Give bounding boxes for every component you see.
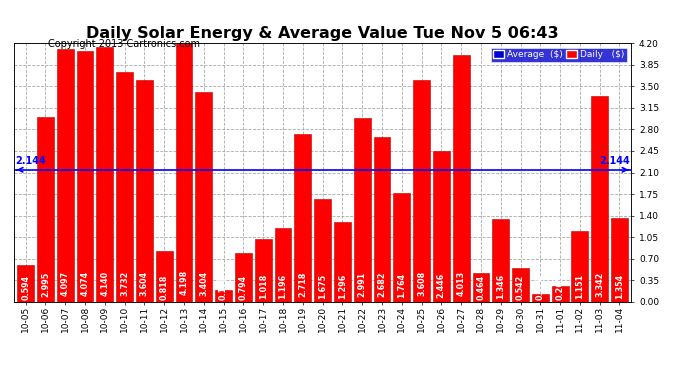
Bar <box>295 134 311 302</box>
Text: 2.718: 2.718 <box>298 272 307 297</box>
Legend: Average  ($), Daily   ($): Average ($), Daily ($) <box>491 48 627 62</box>
Text: 1.196: 1.196 <box>279 274 288 299</box>
Text: 3.604: 3.604 <box>140 271 149 296</box>
Text: Copyright 2013 Cartronics.com: Copyright 2013 Cartronics.com <box>48 39 200 50</box>
Text: 2.682: 2.682 <box>377 272 386 297</box>
Text: 4.097: 4.097 <box>61 270 70 296</box>
Text: 4.198: 4.198 <box>179 270 188 296</box>
Text: 0.818: 0.818 <box>159 274 169 300</box>
Text: 4.013: 4.013 <box>457 271 466 296</box>
Text: 2.446: 2.446 <box>437 272 446 298</box>
Bar <box>413 80 430 302</box>
Bar <box>17 265 34 302</box>
Bar <box>156 252 172 302</box>
Bar <box>453 55 469 302</box>
Text: 3.404: 3.404 <box>199 272 208 297</box>
Bar <box>552 285 569 302</box>
Bar <box>136 80 153 302</box>
Text: 0.190: 0.190 <box>219 275 228 300</box>
Bar <box>433 151 450 302</box>
Bar <box>235 253 252 302</box>
Text: 1.346: 1.346 <box>496 274 505 299</box>
Bar <box>275 228 291 302</box>
Bar <box>176 43 193 302</box>
Text: 2.991: 2.991 <box>357 272 366 297</box>
Bar <box>492 219 509 302</box>
Bar <box>77 51 93 302</box>
Text: 3.342: 3.342 <box>595 271 604 297</box>
Title: Daily Solar Energy & Average Value Tue Nov 5 06:43: Daily Solar Energy & Average Value Tue N… <box>86 26 559 40</box>
Text: 1.018: 1.018 <box>259 274 268 299</box>
Text: 3.608: 3.608 <box>417 271 426 296</box>
Bar <box>393 193 410 302</box>
Text: 4.074: 4.074 <box>81 270 90 296</box>
Bar <box>354 118 371 302</box>
Bar <box>255 239 272 302</box>
Text: 4.140: 4.140 <box>100 270 109 296</box>
Text: 3.732: 3.732 <box>120 271 129 296</box>
Bar <box>532 294 549 302</box>
Bar <box>314 199 331 302</box>
Bar <box>195 92 213 302</box>
Bar <box>37 117 54 302</box>
Text: 1.151: 1.151 <box>575 274 584 299</box>
Text: 0.124: 0.124 <box>536 275 545 300</box>
Bar <box>611 219 628 302</box>
Text: 1.764: 1.764 <box>397 273 406 298</box>
Text: 0.542: 0.542 <box>516 275 525 300</box>
Text: 0.265: 0.265 <box>555 275 564 300</box>
Bar <box>57 50 74 302</box>
Bar <box>334 222 351 302</box>
Text: 2.144: 2.144 <box>14 156 46 166</box>
Text: 0.594: 0.594 <box>21 275 30 300</box>
Text: 1.296: 1.296 <box>338 274 347 299</box>
Text: 0.464: 0.464 <box>476 275 486 300</box>
Bar <box>591 96 608 302</box>
Bar <box>97 47 113 302</box>
Bar <box>473 273 489 302</box>
Bar <box>512 268 529 302</box>
Text: 1.675: 1.675 <box>318 273 327 298</box>
Bar <box>215 290 232 302</box>
Text: 1.354: 1.354 <box>615 274 624 299</box>
Bar <box>571 231 589 302</box>
Bar <box>116 72 133 302</box>
Text: 2.995: 2.995 <box>41 272 50 297</box>
Bar <box>373 136 391 302</box>
Text: 2.144: 2.144 <box>600 156 631 166</box>
Text: 0.794: 0.794 <box>239 274 248 300</box>
